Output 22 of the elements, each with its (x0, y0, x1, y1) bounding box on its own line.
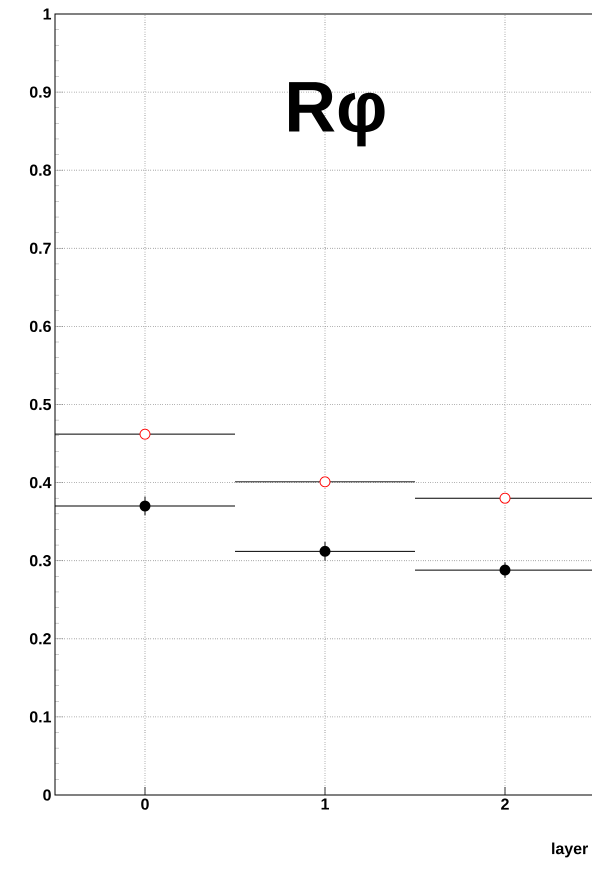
point (320, 476, 330, 488)
x-tick-label: 0 (141, 798, 149, 810)
y-tick-label: 0.5 (30, 398, 52, 410)
y-tick-label: 0 (43, 789, 51, 801)
x-axis-title: layer (552, 842, 588, 858)
y-tick-label: 0.2 (30, 633, 51, 644)
point (140, 500, 150, 512)
text: Rφ (289, 82, 385, 146)
y-tick-label: 0.1 (30, 711, 52, 723)
x-tick-label: 1 (322, 798, 329, 810)
y-tick-label: 0.8 (30, 164, 51, 176)
point (320, 546, 330, 557)
y-tick-label: 0.3 (30, 555, 51, 566)
point (500, 492, 510, 504)
point (500, 564, 510, 576)
point (140, 428, 150, 440)
y-tick-label: 1 (44, 8, 52, 20)
y-tick-label: 0.6 (30, 320, 51, 332)
y-tick-label: 0.7 (30, 242, 51, 254)
y-tick-label: 0.9 (30, 86, 51, 98)
x-tick-label: 2 (501, 798, 509, 810)
y-tick-label: 0.4 (30, 476, 52, 488)
